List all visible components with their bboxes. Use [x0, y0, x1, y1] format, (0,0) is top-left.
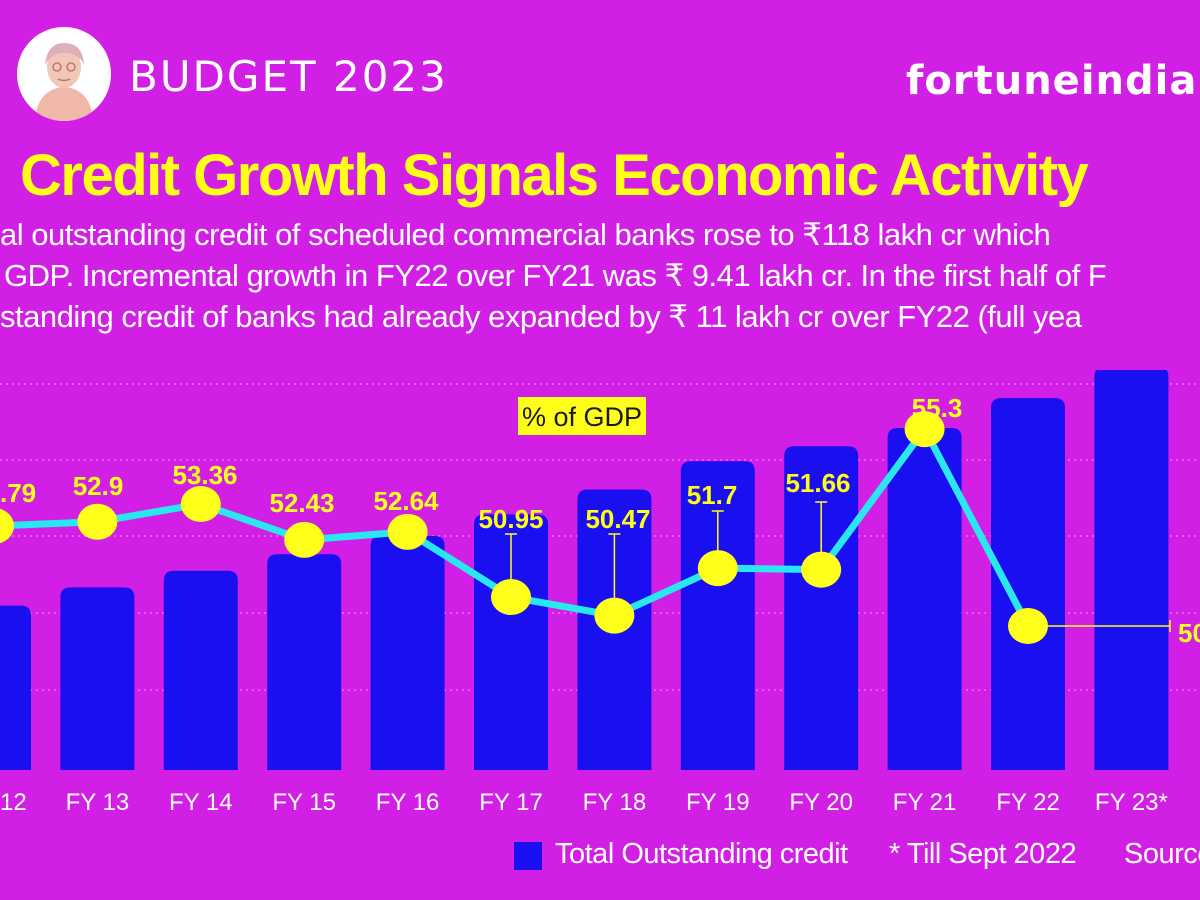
legend-label-credit: Total Outstanding credit — [555, 838, 848, 870]
x-tick-0: 12 — [0, 789, 27, 816]
description-line-2: GDP. Incremental growth in FY22 over FY2… — [4, 258, 1107, 293]
x-tick-11: FY 23* — [1095, 789, 1168, 816]
data-label-1: 52.9 — [73, 471, 124, 501]
data-label-6: 50.47 — [585, 504, 650, 534]
x-tick-6: FY 18 — [583, 789, 647, 816]
data-label-5: 50.95 — [478, 504, 543, 534]
site-url[interactable]: fortuneindia.c — [906, 58, 1200, 104]
x-tick-4: FY 16 — [376, 789, 440, 816]
line-label-box — [518, 397, 646, 435]
bar-10 — [991, 398, 1065, 770]
x-tick-9: FY 21 — [893, 789, 957, 816]
gdp-marker-6 — [594, 597, 635, 634]
gdp-marker-2 — [180, 486, 221, 523]
gdp-marker-8 — [801, 551, 842, 588]
bar-2 — [163, 570, 238, 770]
x-tick-7: FY 19 — [686, 789, 750, 816]
bar-9 — [887, 428, 962, 770]
description-line-3: standing credit of banks had already exp… — [0, 299, 1082, 334]
bar-3 — [267, 554, 342, 770]
data-label-3: 52.43 — [269, 488, 334, 518]
data-label-11: 50 — [1178, 618, 1200, 648]
bar-4 — [370, 535, 445, 770]
data-label-0: .79 — [0, 478, 36, 508]
data-label-4: 52.64 — [373, 486, 439, 516]
gdp-marker-1 — [77, 503, 118, 540]
avatar — [17, 27, 111, 121]
x-tick-2: FY 14 — [169, 789, 233, 816]
legend-swatch-credit — [514, 842, 542, 870]
data-label-2: 53.36 — [172, 460, 237, 490]
data-label-9: 55.3 — [912, 393, 963, 423]
gdp-marker-4 — [387, 513, 428, 550]
gdp-marker-9 — [904, 411, 945, 448]
gdp-marker-3 — [284, 521, 325, 558]
x-tick-1: FY 13 — [66, 789, 130, 816]
credit-chart: .79 52.9 53.36 52.43 52.64 50.95 50.47 51.7 51.6… — [0, 370, 1200, 816]
bar-11 — [1094, 370, 1169, 770]
gdp-marker-10 — [1008, 608, 1048, 644]
x-tick-10: FY 22 — [996, 789, 1060, 816]
budget-label: BUDGET 2023 — [129, 52, 448, 101]
bar-0 — [0, 605, 31, 770]
marker-stems — [505, 501, 828, 616]
x-tick-3: FY 15 — [272, 789, 336, 816]
x-tick-5: FY 17 — [479, 789, 543, 816]
line-series-label: % of GDP — [518, 397, 646, 435]
source-label: Source — [1124, 838, 1200, 870]
data-labels: .79 52.9 53.36 52.43 52.64 50.95 50.47 51.7 51.6… — [0, 393, 1200, 648]
x-axis-ticks: 12 FY 13 FY 14 FY 15 FY 16 FY 17 FY 18 FY 19 FY … — [0, 789, 1168, 816]
line-series — [0, 411, 1171, 644]
gdp-marker-5 — [491, 579, 531, 616]
data-label-7: 51.7 — [687, 480, 738, 510]
line-label-text: % of GDP — [522, 402, 642, 432]
bar-series — [0, 370, 1169, 770]
footnote: * Till Sept 2022 — [889, 838, 1077, 870]
description-line-1: al outstanding credit of scheduled comme… — [0, 217, 1051, 252]
bar-1 — [60, 587, 135, 770]
gdp-marker-7 — [697, 550, 738, 587]
gdp-marker-0 — [0, 508, 14, 544]
data-label-8: 51.66 — [785, 468, 850, 498]
page-title: Credit Growth Signals Economic Activity — [20, 143, 1089, 208]
bar-5 — [474, 514, 548, 770]
bar-7 — [680, 461, 755, 770]
x-tick-8: FY 20 — [789, 789, 853, 816]
bar-8 — [784, 446, 859, 770]
